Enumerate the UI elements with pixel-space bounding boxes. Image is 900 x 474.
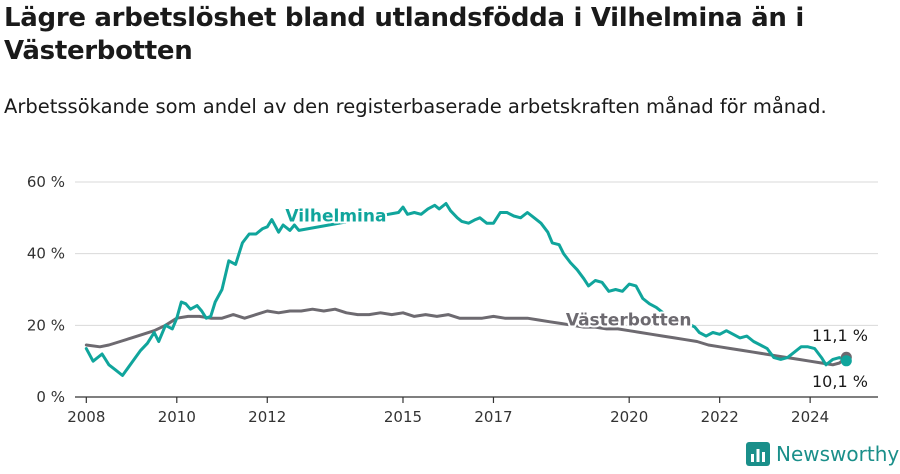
vilhelmina-end-point: [840, 355, 852, 367]
series-label-vasterbotten: Västerbotten: [566, 310, 692, 330]
x-axis: 2008 2010 2012 2015 2017 2020 2022 2024: [67, 396, 878, 426]
chart-title: Lägre arbetslöshet bland utlandsfödda i …: [4, 3, 804, 66]
x-tick-label: 2020: [610, 408, 648, 426]
brand-name: Newsworthy: [776, 442, 900, 466]
y-axis: 0 % 20 % 40 % 60 %: [27, 173, 65, 406]
series-line-vilhelmina: [84, 202, 848, 377]
chart-subtitle: Arbetssökande som andel av den registerb…: [4, 95, 827, 118]
newsworthy-brand: Newsworthy: [746, 442, 899, 466]
vilhelmina-end-value: 10,1 %: [812, 372, 868, 391]
series-labels: Vilhelmina Västerbotten 11,1 % 10,1 %: [283, 204, 868, 391]
x-tick-label: 2008: [67, 408, 105, 426]
y-tick-label: 20 %: [27, 316, 65, 334]
x-tick-label: 2024: [791, 408, 829, 426]
grid-lines: [75, 181, 878, 326]
series-label-vilhelmina: Vilhelmina: [285, 206, 386, 226]
x-tick-label: 2015: [384, 408, 422, 426]
x-tick-label: 2022: [701, 408, 739, 426]
series-line-vasterbotten: [84, 307, 848, 367]
y-tick-label: 60 %: [27, 173, 65, 191]
x-tick-label: 2017: [474, 408, 512, 426]
x-tick-label: 2010: [158, 408, 196, 426]
y-tick-label: 40 %: [27, 245, 65, 263]
series-lines: [84, 202, 852, 377]
x-tick-label: 2012: [248, 408, 286, 426]
newsworthy-logo-icon: [746, 442, 770, 466]
vasterbotten-end-value: 11,1 %: [812, 326, 868, 345]
y-tick-label: 0 %: [36, 388, 65, 406]
